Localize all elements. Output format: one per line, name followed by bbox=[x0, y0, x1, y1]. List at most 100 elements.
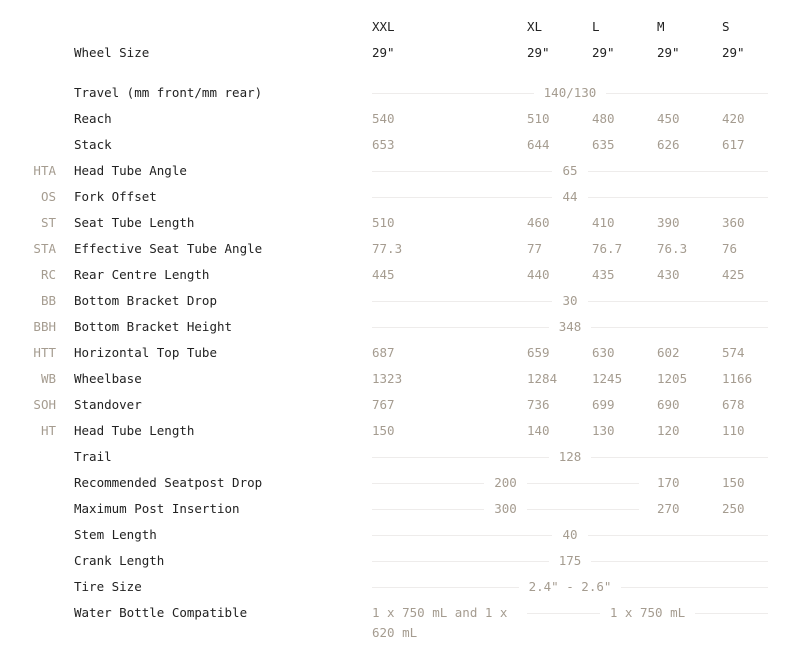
value-cell: 29" bbox=[592, 45, 615, 60]
value-cell: 644 bbox=[527, 137, 550, 152]
value-cell: 77 bbox=[527, 241, 543, 256]
row-label: Standover bbox=[74, 397, 142, 412]
value-cell: 29" bbox=[722, 45, 745, 60]
row-abbreviation: HTT bbox=[33, 345, 56, 360]
rule-line bbox=[587, 170, 768, 172]
size-header-xxl: XXL bbox=[372, 19, 395, 34]
value-cell: 128 bbox=[372, 447, 769, 467]
table-row: BB Bottom Bracket Drop 30 bbox=[0, 291, 800, 311]
table-row: Wheel Size 29" 29" 29" 29" 29" bbox=[0, 43, 800, 63]
value-cell: 510 bbox=[527, 111, 550, 126]
row-label: Reach bbox=[74, 111, 112, 126]
row-abbreviation: OS bbox=[40, 189, 56, 204]
value-text: 200 bbox=[494, 475, 517, 490]
table-row: OS Fork Offset 44 bbox=[0, 187, 800, 207]
value-text: 128 bbox=[558, 449, 582, 464]
value-cell: 767 bbox=[372, 397, 395, 412]
rule-line bbox=[372, 482, 485, 484]
value-cell: 1166 bbox=[722, 371, 753, 386]
table-row: Water Bottle Compatible 1 x 750 mL and 1 … bbox=[0, 603, 800, 640]
row-label: Wheel Size bbox=[74, 45, 150, 60]
value-cell: 29" bbox=[527, 45, 550, 60]
value-cell: 29" bbox=[372, 45, 395, 60]
rule-line bbox=[587, 196, 768, 198]
value-cell: 76.7 bbox=[592, 241, 623, 256]
value-cell: 110 bbox=[722, 423, 745, 438]
row-abbreviation: HT bbox=[40, 423, 56, 438]
row-abbreviation: BBH bbox=[33, 319, 56, 334]
row-label: Fork Offset bbox=[74, 189, 157, 204]
row-abbreviation: WB bbox=[40, 371, 56, 386]
row-label: Bottom Bracket Drop bbox=[74, 293, 217, 308]
table-row: HTT Horizontal Top Tube 687 659 630 602 574 bbox=[0, 343, 800, 363]
row-label: Maximum Post Insertion bbox=[74, 501, 240, 516]
value-text: 44 bbox=[562, 189, 578, 204]
value-text: 2.4" - 2.6" bbox=[528, 579, 612, 594]
value-cell: 360 bbox=[722, 215, 745, 230]
rule-line bbox=[527, 612, 600, 614]
value-cell: 120 bbox=[657, 423, 680, 438]
value-text: 300 bbox=[494, 501, 517, 516]
row-label: Head Tube Angle bbox=[74, 163, 187, 178]
row-label: Horizontal Top Tube bbox=[74, 345, 217, 360]
value-cell: 250 bbox=[722, 501, 745, 516]
value-cell: 410 bbox=[592, 215, 615, 230]
value-cell: 1284 bbox=[527, 371, 558, 386]
table-row: Tire Size 2.4" - 2.6" bbox=[0, 577, 800, 597]
value-cell: 175 bbox=[372, 551, 769, 571]
rule-line bbox=[587, 300, 768, 302]
value-cell: 480 bbox=[592, 111, 615, 126]
row-label: Recommended Seatpost Drop bbox=[74, 475, 263, 490]
value-text: 30 bbox=[562, 293, 578, 308]
value-cell: 200 bbox=[372, 473, 640, 493]
rule-line bbox=[526, 482, 640, 484]
table-row: Maximum Post Insertion 300 270 250 bbox=[0, 499, 800, 519]
value-cell: 440 bbox=[527, 267, 550, 282]
row-label: Stack bbox=[74, 137, 112, 152]
value-cell: 140 bbox=[527, 423, 550, 438]
value-cell: 2.4" - 2.6" bbox=[372, 577, 769, 597]
value-text: 175 bbox=[558, 553, 582, 568]
value-cell: 150 bbox=[372, 423, 395, 438]
value-cell: 678 bbox=[722, 397, 745, 412]
row-label: Rear Centre Length bbox=[74, 267, 210, 282]
table-row: STA Effective Seat Tube Angle 77.3 77 76.7 76… bbox=[0, 239, 800, 259]
value-cell: 687 bbox=[372, 345, 395, 360]
value-cell: 699 bbox=[592, 397, 615, 412]
value-cell: 435 bbox=[592, 267, 615, 282]
row-abbreviation: RC bbox=[40, 267, 56, 282]
row-label: Stem Length bbox=[74, 527, 157, 542]
value-cell: 130 bbox=[592, 423, 615, 438]
value-text: 140/130 bbox=[543, 85, 597, 100]
value-cell: 574 bbox=[722, 345, 745, 360]
rule-line bbox=[587, 534, 768, 536]
value-text: 1 x 750 mL bbox=[609, 605, 686, 620]
value-cell: 653 bbox=[372, 137, 395, 152]
rule-line bbox=[372, 196, 553, 198]
value-cell: 635 bbox=[592, 137, 615, 152]
value-cell: 445 bbox=[372, 267, 395, 282]
value-cell: 270 bbox=[657, 501, 680, 516]
row-abbreviation: HTA bbox=[33, 163, 56, 178]
value-cell: 420 bbox=[722, 111, 745, 126]
value-cell: 65 bbox=[372, 161, 768, 181]
value-cell: 77.3 bbox=[372, 241, 403, 256]
table-row: Reach 540 510 480 450 420 bbox=[0, 109, 800, 129]
value-text: 348 bbox=[558, 319, 582, 334]
rule-line bbox=[372, 300, 553, 302]
row-label: Bottom Bracket Height bbox=[74, 319, 233, 334]
value-cell: 300 bbox=[372, 499, 640, 519]
rule-line bbox=[591, 326, 769, 328]
table-row: Stem Length 40 bbox=[0, 525, 800, 545]
row-abbreviation: BB bbox=[40, 293, 56, 308]
table-row: HTA Head Tube Angle 65 bbox=[0, 161, 800, 181]
rule-line bbox=[372, 534, 553, 536]
table-row: WB Wheelbase 1323 1284 1245 1205 1166 bbox=[0, 369, 800, 389]
value-cell: 626 bbox=[657, 137, 680, 152]
value-cell: 430 bbox=[657, 267, 680, 282]
value-cell: 390 bbox=[657, 215, 680, 230]
value-cell: 630 bbox=[592, 345, 615, 360]
value-cell: 30 bbox=[372, 291, 768, 311]
row-label: Head Tube Length bbox=[74, 423, 195, 438]
row-label: Seat Tube Length bbox=[74, 215, 195, 230]
